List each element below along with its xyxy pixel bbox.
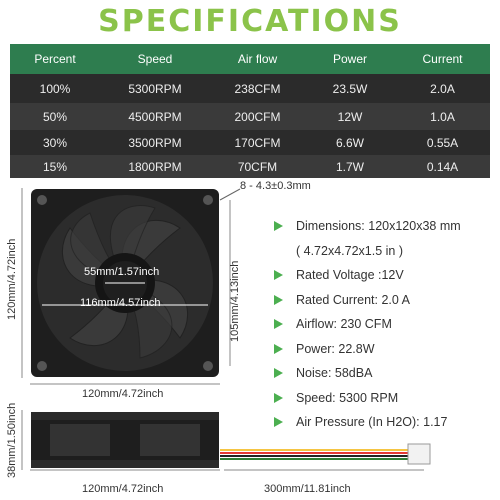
spec-table: Percent Speed Air flow Power Current 100… [10, 44, 490, 178]
bullet-triangle-icon [274, 417, 283, 427]
bullet-triangle-icon [274, 368, 283, 378]
spec-item: Air Pressure (In H2O): 1.17 [272, 410, 500, 435]
table-row: 30% 3500RPM 170CFM 6.6W 0.55A [10, 130, 490, 155]
table-header-row: Percent Speed Air flow Power Current [10, 44, 490, 74]
width-dimension-line [30, 383, 220, 385]
spec-item: Power: 22.8W [272, 337, 500, 362]
height-right-dimension: 105mm/4.13inch [229, 260, 241, 342]
fan-front-view [31, 189, 219, 377]
bullet-triangle-icon [274, 343, 283, 354]
spec-item: Noise: 58dBA [272, 361, 500, 386]
inner-height-dimension-line [229, 200, 231, 366]
bullet-triangle-icon [274, 270, 283, 280]
spec-list: Dimensions: 120x120x38 mm ( 4.72x4.72x1.… [272, 214, 500, 435]
height-left-dimension: 120mm/4.72inch [6, 238, 18, 320]
header-power: Power [332, 52, 367, 66]
header-percent: Percent [34, 52, 76, 66]
spec-item: Speed: 5300 RPM [272, 386, 500, 411]
spec-item: ( 4.72x4.72x1.5 in ) [296, 243, 404, 258]
fan-side-view [31, 412, 219, 468]
header-current: Current [422, 52, 463, 66]
header-airflow: Air flow [237, 52, 278, 66]
cell-power: 6.6W [335, 135, 364, 150]
cell-percent: 100% [39, 81, 71, 96]
cell-current: 0.14A [426, 159, 459, 174]
header-speed: Speed [137, 52, 173, 66]
cell-airflow: 170CFM [234, 135, 281, 150]
cell-speed: 3500RPM [128, 135, 182, 150]
side-width-dimension-line [30, 469, 220, 471]
cable-dimension: 300mm/11.81inch [264, 483, 351, 495]
page-title: SPECIFICATIONS [98, 4, 402, 39]
cell-percent: 50% [42, 109, 68, 124]
bullet-triangle-icon [274, 221, 283, 231]
depth-dimension: 38mm/1.50inch [6, 402, 18, 478]
hole-label: 8 - 4.3±0.3mm [240, 180, 311, 192]
cell-speed: 4500RPM [128, 109, 182, 124]
bullet-triangle-icon [274, 319, 283, 329]
cell-speed: 5300RPM [128, 81, 182, 96]
cell-airflow: 70CFM [237, 159, 278, 174]
cell-power: 1.7W [335, 159, 364, 174]
width-bottom-dimension: 120mm/4.72inch [82, 388, 164, 400]
blade-span-dimension: 116mm/4.57inch [80, 297, 161, 309]
spec-item: Rated Voltage :12V [272, 263, 500, 288]
hub-dimension: 55mm/1.57inch [84, 266, 160, 278]
cell-current: 1.0A [430, 109, 455, 124]
depth-dimension-line [21, 410, 23, 470]
table-row: 15% 1800RPM 70CFM 1.7W 0.14A [10, 155, 490, 178]
hole-pointer [219, 188, 241, 201]
cell-power: 12W [337, 109, 363, 124]
cell-airflow: 238CFM [234, 81, 281, 96]
spec-item: Rated Current: 2.0 A [272, 288, 500, 313]
cable-dimension-line [224, 469, 424, 471]
table-row: 100% 5300RPM 238CFM 23.5W 2.0A [10, 74, 490, 103]
cable-with-connector [220, 443, 431, 465]
cell-current: 0.55A [426, 135, 459, 150]
spec-item: Airflow: 230 CFM [272, 312, 500, 337]
cell-power: 23.5W [332, 81, 368, 96]
cell-percent: 30% [42, 135, 68, 150]
spec-item: Dimensions: 120x120x38 mm [272, 214, 500, 239]
bullet-triangle-icon [274, 294, 283, 305]
cell-speed: 1800RPM [128, 159, 182, 174]
side-width-dimension: 120mm/4.72inch [82, 483, 164, 495]
cell-percent: 15% [42, 159, 68, 174]
bullet-triangle-icon [274, 392, 283, 403]
cell-airflow: 200CFM [234, 109, 281, 124]
table-row: 50% 4500RPM 200CFM 12W 1.0A [10, 103, 490, 130]
cell-current: 2.0A [430, 81, 455, 96]
height-dimension-line [21, 188, 23, 378]
